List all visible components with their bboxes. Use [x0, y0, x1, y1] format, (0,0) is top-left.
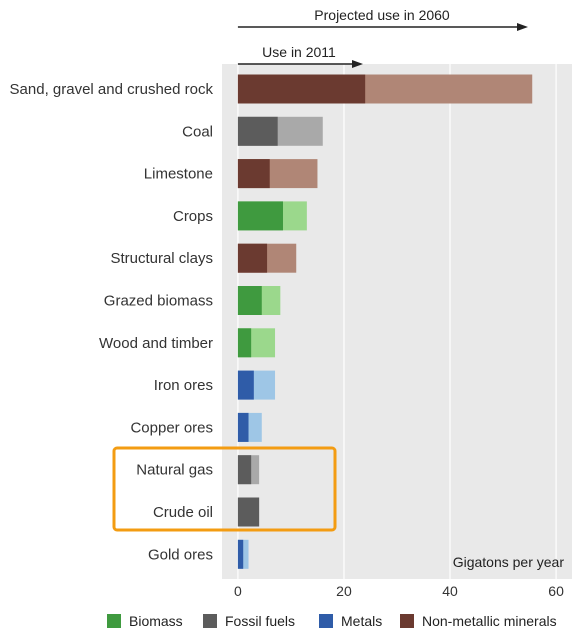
legend-swatch-1 [203, 614, 217, 628]
x-tick-label-0: 0 [234, 583, 242, 599]
annotation-arrows: Projected use in 2060 Use in 2011 [237, 7, 528, 68]
legend-swatch-0 [107, 614, 121, 628]
category-label-7: Iron ores [154, 377, 213, 394]
category-label-4: Structural clays [110, 250, 213, 267]
category-label-11: Gold ores [148, 546, 213, 563]
x-tick-label-2: 40 [442, 583, 458, 599]
category-label-1: Coal [182, 123, 213, 140]
legend: Biomass Fossil fuels Metals Non-metallic mi… [107, 613, 557, 629]
legend-label-0: Biomass [129, 613, 183, 629]
category-label-10: Crude oil [153, 504, 213, 521]
legend-label-1: Fossil fuels [225, 613, 295, 629]
x-tick-label-3: 60 [548, 583, 564, 599]
unit-label: Gigatons per year [453, 554, 565, 570]
bar-2011-4 [237, 243, 268, 273]
bar-2011-9 [237, 455, 252, 485]
bar-2011-8 [237, 412, 249, 442]
bar-2011-11 [237, 539, 244, 569]
bar-2011-7 [237, 370, 254, 400]
category-label-2: Limestone [144, 166, 213, 183]
bar-2011-10 [237, 497, 260, 527]
arrow-2060-head [517, 23, 528, 31]
bar-2011-5 [237, 286, 262, 315]
category-label-0: Sand, gravel and crushed rock [10, 81, 214, 98]
category-label-9: Natural gas [136, 462, 213, 479]
arrow-2011-head [352, 60, 363, 68]
plot-background [222, 64, 572, 579]
category-labels: Sand, gravel and crushed rock Coal Limesto… [10, 81, 214, 563]
grid-lines [237, 64, 557, 579]
arrow-2011-label: Use in 2011 [262, 44, 336, 60]
x-tick-labels: 0 20 40 60 [234, 583, 564, 599]
bar-2011-6 [237, 328, 252, 358]
category-label-3: Crops [173, 208, 213, 225]
legend-swatch-2 [319, 614, 333, 628]
x-tick-label-1: 20 [336, 583, 352, 599]
highlight-box [112, 446, 337, 532]
category-label-6: Wood and timber [99, 335, 213, 352]
bars [237, 74, 533, 569]
category-label-5: Grazed biomass [104, 293, 213, 310]
category-label-8: Copper ores [130, 419, 213, 436]
arrow-2060-label: Projected use in 2060 [314, 7, 450, 23]
bar-2011-2 [237, 159, 270, 189]
bar-2011-3 [237, 201, 283, 231]
legend-label-2: Metals [341, 613, 382, 629]
legend-swatch-3 [400, 614, 414, 628]
bar-2011-1 [237, 116, 278, 146]
legend-label-3: Non-metallic minerals [422, 613, 557, 629]
bar-2011-0 [237, 74, 366, 104]
bar-2060-11 [237, 539, 249, 569]
